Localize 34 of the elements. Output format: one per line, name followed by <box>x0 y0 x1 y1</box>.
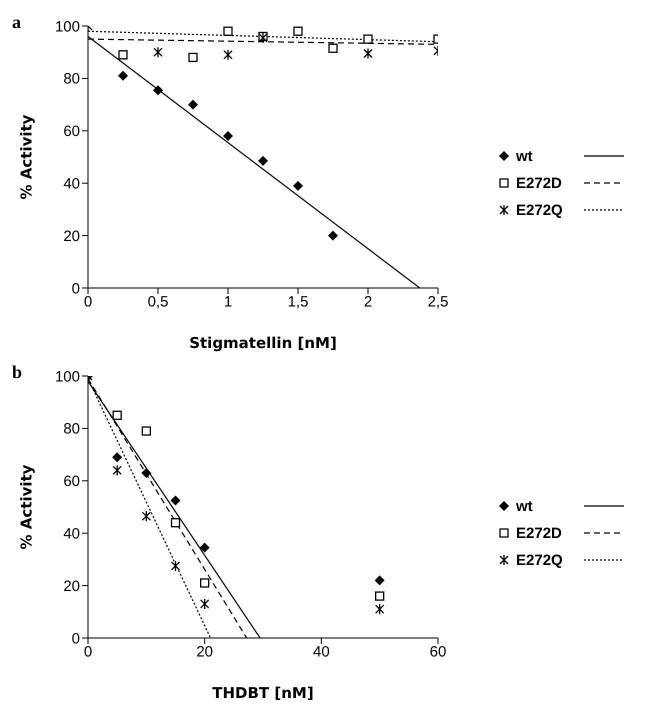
y-tick-label: 20 <box>63 578 80 595</box>
x-tick-label: 1 <box>224 294 232 311</box>
x-tick-label: 0 <box>84 644 92 661</box>
x-tick-label: 20 <box>196 644 214 661</box>
x-tick-label: 2,5 <box>428 294 448 311</box>
y-tick-label: 100 <box>54 18 80 36</box>
y-tick-label: 60 <box>63 473 80 490</box>
x-axis-title: Stigmatellin [nM] <box>189 334 337 352</box>
chart-title: b <box>12 362 22 383</box>
y-tick-label: 80 <box>63 70 80 88</box>
x-tick-label: 0 <box>84 294 92 311</box>
legend-label: E272Q <box>516 202 564 218</box>
y-tick-label: 100 <box>54 368 80 386</box>
y-tick-label: 0 <box>72 280 80 298</box>
y-axis-title: % Activity <box>17 114 36 200</box>
x-tick-label: 2 <box>364 294 372 311</box>
y-tick-label: 80 <box>63 420 80 438</box>
x-tick-label: 40 <box>312 644 330 661</box>
legend-label: E272D <box>516 174 563 192</box>
x-tick-label: 0,5 <box>148 294 168 311</box>
y-tick-label: 0 <box>72 630 80 648</box>
chart-title: a <box>12 12 21 33</box>
x-tick-label: 60 <box>430 644 446 661</box>
legend-label: E272D <box>516 524 563 542</box>
y-tick-label: 40 <box>63 176 80 193</box>
x-axis-title: THDBT [nM] <box>212 684 314 702</box>
legend-label: wt <box>516 498 534 514</box>
legend-label: E272Q <box>516 552 564 568</box>
y-tick-label: 60 <box>63 123 80 140</box>
y-tick-label: 20 <box>63 228 80 245</box>
x-tick-label: 1,5 <box>288 294 308 311</box>
y-axis-title: % Activity <box>17 464 36 550</box>
legend-label: wt <box>516 148 534 164</box>
y-tick-label: 40 <box>63 526 80 543</box>
